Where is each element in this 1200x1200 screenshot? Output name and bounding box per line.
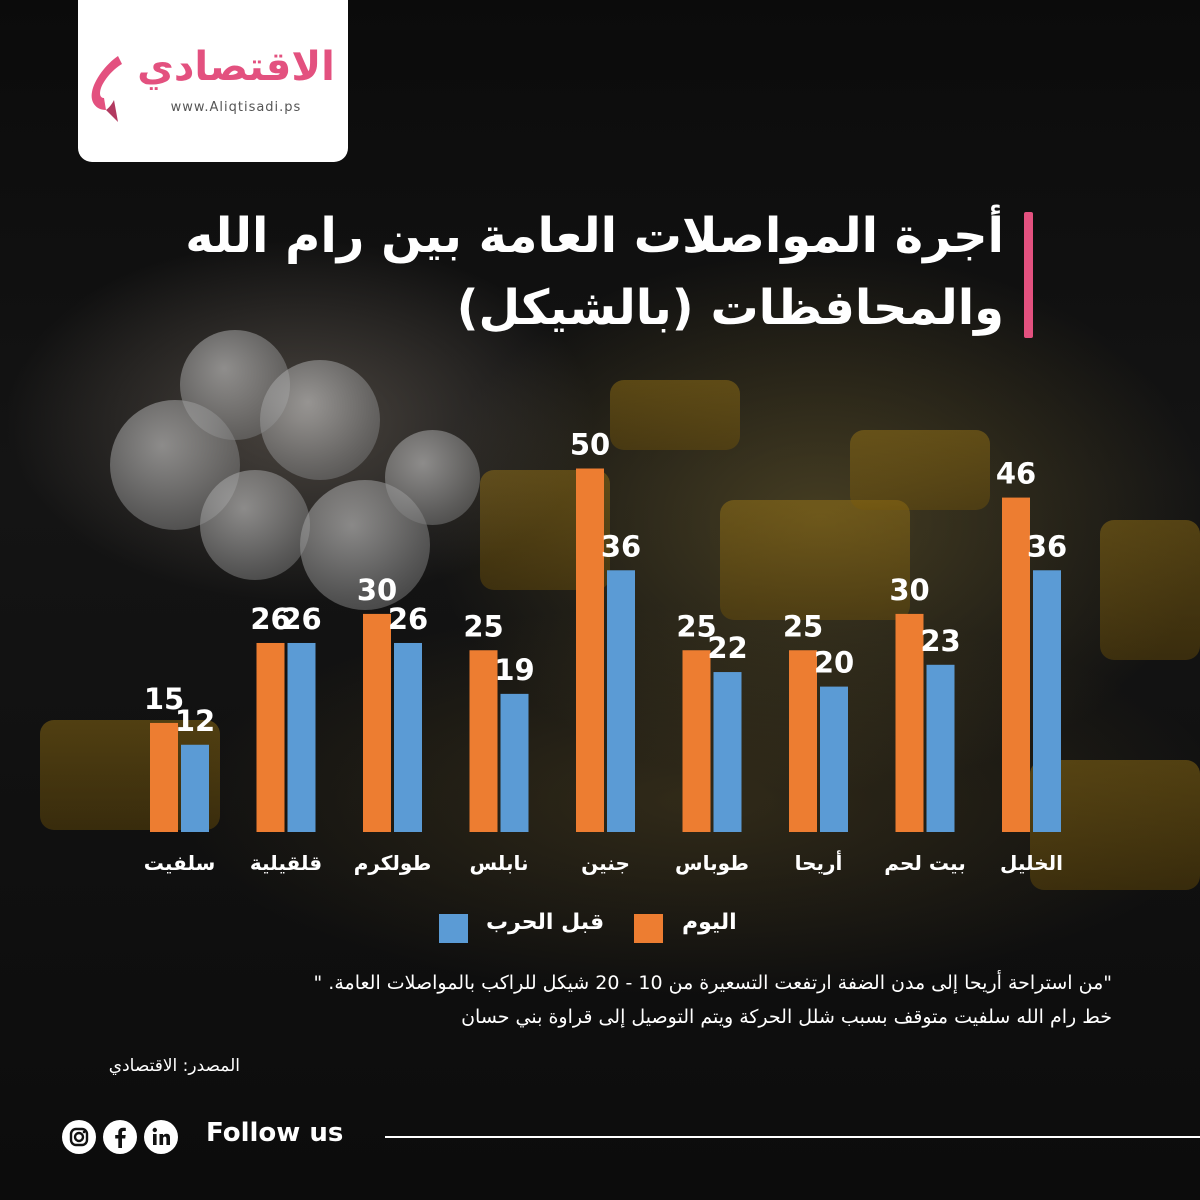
bar-before-war (1033, 570, 1061, 832)
bar-today (576, 468, 604, 832)
bar-today (895, 613, 924, 832)
bar-before-war (607, 570, 635, 832)
footer-divider (385, 1136, 1200, 1138)
data-label: 26 (250, 602, 290, 636)
data-label: 36 (601, 529, 641, 563)
brand-url[interactable]: www.Aliqtisadi.ps (170, 100, 302, 115)
data-label: 26 (281, 602, 321, 636)
note-line: خط رام الله سلفيت متوقف بسبب شلل الحركة … (461, 1006, 1112, 1028)
facebook-icon[interactable] (103, 1120, 137, 1154)
data-label: 23 (920, 624, 960, 658)
data-label: 30 (357, 573, 397, 607)
bar-before-war (713, 672, 742, 832)
bar-before-war (394, 642, 422, 832)
category-label: قلقيلية (250, 851, 322, 875)
taxi-decoration (720, 500, 910, 620)
category-label: سلفيت (144, 851, 216, 875)
data-label: 20 (814, 646, 854, 680)
data-label: 25 (783, 609, 823, 643)
chart-title: أجرة المواصلات العامة بين رام الله والمح… (185, 208, 1004, 336)
follow-us-label: Follow us (206, 1118, 344, 1148)
data-label: 25 (463, 609, 503, 643)
bar-today (789, 650, 817, 832)
data-label: 50 (570, 428, 610, 462)
bar-today (469, 650, 498, 832)
bar-before-war (287, 642, 316, 832)
legend-swatch-before-war (439, 914, 468, 943)
bar-today (363, 613, 391, 832)
category-label: أريحا (795, 849, 843, 875)
coin-decoration (200, 470, 310, 580)
bar-before-war (926, 664, 955, 832)
data-label: 12 (175, 704, 215, 738)
bar-today (1002, 497, 1030, 832)
data-label: 26 (388, 602, 428, 636)
source-label: المصدر: الاقتصادي (108, 1056, 240, 1076)
bar-today (682, 650, 711, 832)
category-label: طوباس (675, 851, 749, 875)
coin-decoration (260, 360, 380, 480)
logo-card[interactable]: الاقتصادي www.Aliqtisadi.ps (78, 0, 348, 162)
bar-before-war (181, 744, 209, 832)
taxi-decoration (1100, 520, 1200, 660)
bar-before-war (500, 693, 529, 832)
bar-before-war (820, 686, 848, 832)
legend-label-before-war: قبل الحرب (486, 910, 605, 935)
category-label: بيت لحم (884, 851, 965, 875)
category-label: نابلس (470, 851, 529, 875)
coin-decoration (385, 430, 480, 525)
category-label: جنين (581, 851, 630, 875)
data-label: 15 (144, 682, 184, 716)
title-accent-bar (1024, 212, 1033, 338)
data-label: 30 (889, 573, 929, 607)
bar-today (256, 642, 285, 832)
data-label: 36 (1027, 529, 1067, 563)
bar-today (150, 722, 178, 832)
brand-logo-icon (91, 56, 122, 122)
linkedin-icon[interactable] (144, 1120, 178, 1154)
note-line: "من استراحة أريحا إلى مدن الضفة ارتفعت ا… (313, 972, 1112, 994)
data-label: 22 (707, 631, 747, 665)
data-label: 25 (676, 609, 716, 643)
category-label: طولكرم (354, 851, 432, 875)
data-label: 19 (494, 653, 534, 687)
legend-swatch-today (634, 914, 663, 943)
instagram-icon[interactable] (62, 1120, 96, 1154)
legend-label-today: اليوم (682, 910, 737, 935)
category-label: الخليل (1000, 851, 1063, 875)
taxi-decoration (850, 430, 990, 510)
legend: قبل الحرب اليوم (430, 910, 770, 944)
taxi-decoration (610, 380, 740, 450)
data-label: 46 (996, 457, 1036, 491)
bar-chart: 1512سلفيت2626قلقيلية3026طولكرم2519نابلس5… (144, 428, 1067, 876)
brand-name: الاقتصادي (137, 44, 335, 90)
